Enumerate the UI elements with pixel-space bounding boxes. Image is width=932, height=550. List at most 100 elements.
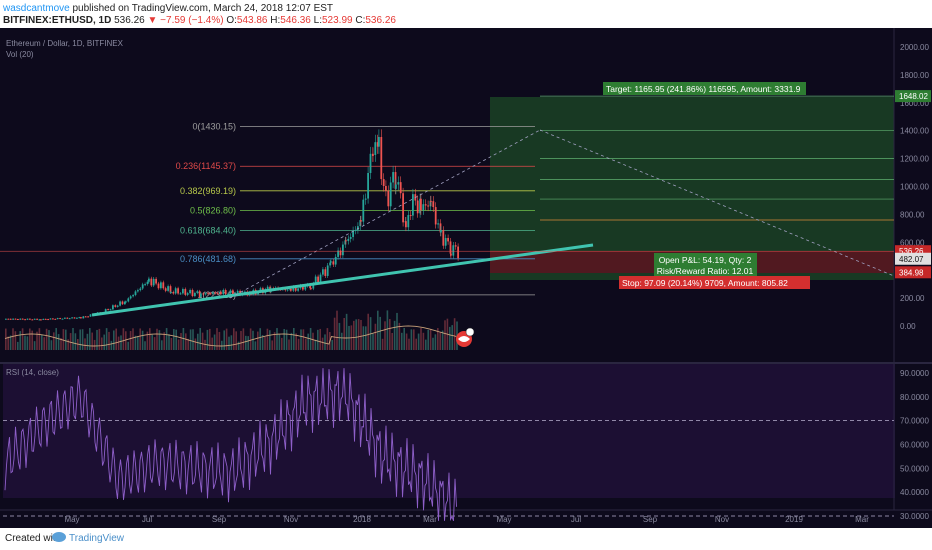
time-tick: Nov bbox=[284, 515, 298, 524]
candle-body bbox=[394, 172, 397, 189]
volume-bar bbox=[103, 334, 105, 350]
rsi-label: RSI (14, close) bbox=[6, 368, 59, 377]
candle-body bbox=[186, 293, 189, 295]
volume-bar bbox=[81, 329, 84, 350]
volume-bar bbox=[429, 328, 432, 350]
volume-bar bbox=[153, 337, 156, 350]
candle-body bbox=[12, 318, 14, 320]
price-tick: 1400.00 bbox=[900, 127, 929, 136]
volume-bar bbox=[21, 328, 24, 350]
candle-body bbox=[119, 301, 121, 306]
volume-bar bbox=[295, 333, 297, 350]
price-tick: 1800.00 bbox=[900, 71, 929, 80]
volume-bar bbox=[379, 316, 381, 350]
rsi-tick: 70.0000 bbox=[900, 417, 929, 426]
candle-body bbox=[182, 288, 184, 294]
candle-body bbox=[148, 278, 150, 282]
volume-bar bbox=[223, 330, 225, 350]
candle-body bbox=[33, 318, 36, 320]
candle-body bbox=[367, 172, 369, 199]
volume-bar bbox=[276, 328, 278, 350]
candle-body bbox=[352, 230, 354, 237]
candle-body bbox=[64, 317, 66, 319]
pnl-label-box[interactable] bbox=[654, 253, 757, 277]
target-label-box[interactable] bbox=[603, 82, 806, 95]
candle-body bbox=[387, 190, 390, 207]
price-badge bbox=[895, 90, 931, 103]
volume-bar bbox=[218, 331, 221, 350]
volume-bar bbox=[57, 334, 60, 350]
candle-body bbox=[432, 201, 435, 208]
candle-body bbox=[104, 309, 107, 313]
candle-body bbox=[66, 317, 69, 319]
fib-retracement[interactable]: 0(1430.15) 0.236(1145.37) 0.382(969.19) 0.5… bbox=[176, 121, 535, 300]
volume-bar bbox=[357, 319, 360, 350]
candle-body bbox=[68, 318, 71, 320]
volume-bar bbox=[180, 332, 182, 350]
candle-body bbox=[125, 301, 127, 303]
candle-body bbox=[80, 317, 82, 319]
volume-bar bbox=[7, 336, 9, 350]
fib-label: 0.5(826.80) bbox=[190, 206, 236, 216]
candle-body bbox=[452, 245, 455, 256]
volume-bar bbox=[233, 328, 235, 350]
volume-bar bbox=[374, 323, 377, 350]
chart-svg[interactable]: 0(1430.15) 0.236(1145.37) 0.382(969.19) 0.5… bbox=[0, 28, 932, 528]
candle-body bbox=[26, 318, 29, 320]
volume-bar bbox=[137, 336, 139, 350]
rsi-pane bbox=[3, 368, 894, 522]
candle-body bbox=[322, 269, 324, 275]
volume-bar bbox=[134, 335, 137, 350]
volume-bar bbox=[225, 328, 228, 350]
price-tick: 1200.00 bbox=[900, 155, 929, 164]
volume-bar bbox=[91, 332, 93, 350]
volume-bar bbox=[449, 326, 451, 350]
volume-bar bbox=[60, 338, 62, 350]
candle-body bbox=[214, 292, 217, 294]
candle-body bbox=[38, 319, 41, 321]
candle-body bbox=[444, 237, 447, 246]
volume-bar bbox=[211, 337, 213, 350]
candle-body bbox=[385, 186, 387, 191]
time-tick: Mar bbox=[423, 515, 437, 524]
flag-icon[interactable] bbox=[456, 327, 475, 347]
publish-line: wasdcantmove published on TradingView.co… bbox=[3, 3, 333, 14]
volume-bar bbox=[216, 328, 218, 350]
candle-body bbox=[292, 286, 295, 291]
price-tick: 0.00 bbox=[900, 322, 916, 331]
candle-body bbox=[290, 288, 292, 291]
drawings[interactable] bbox=[0, 95, 895, 317]
candle-body bbox=[172, 292, 175, 294]
stop-label: Stop: 97.09 (20.14%) 9709, Amount: 805.8… bbox=[622, 278, 788, 288]
candle-body bbox=[54, 318, 57, 320]
chart-area[interactable]: 0(1430.15) 0.236(1145.37) 0.382(969.19) 0.5… bbox=[0, 28, 932, 528]
volume-bar bbox=[314, 339, 317, 350]
candle-body bbox=[7, 318, 10, 320]
tradingview-brand[interactable]: TradingView bbox=[69, 533, 125, 544]
author-link[interactable]: wasdcantmove bbox=[3, 3, 70, 14]
volume-bar bbox=[105, 328, 108, 350]
stop-label-box[interactable] bbox=[619, 276, 810, 289]
volume-bar bbox=[41, 334, 43, 350]
volume-bar bbox=[146, 331, 149, 350]
high-label: H: bbox=[270, 15, 281, 26]
volume-bar bbox=[321, 337, 324, 350]
candle-body bbox=[78, 317, 81, 319]
volume-bar bbox=[362, 326, 365, 350]
candle-body bbox=[389, 182, 392, 207]
candle-body bbox=[124, 301, 126, 305]
volume-bar bbox=[384, 321, 386, 350]
volume-bar bbox=[420, 328, 422, 350]
candle-body bbox=[374, 142, 377, 156]
volume-bar bbox=[266, 328, 269, 350]
volume-bar bbox=[5, 328, 7, 350]
volume-bar bbox=[410, 329, 413, 350]
trend-line bbox=[91, 243, 594, 317]
volume-bars bbox=[4, 310, 458, 350]
volume-bar bbox=[386, 310, 389, 350]
volume-bar bbox=[12, 328, 14, 350]
volume-bar bbox=[177, 339, 180, 350]
time-tick: Jul bbox=[142, 515, 152, 524]
position-labels[interactable]: Target: 1165.95 (241.86%) 116595, Amount… bbox=[603, 82, 810, 289]
volume-bar bbox=[45, 328, 48, 350]
